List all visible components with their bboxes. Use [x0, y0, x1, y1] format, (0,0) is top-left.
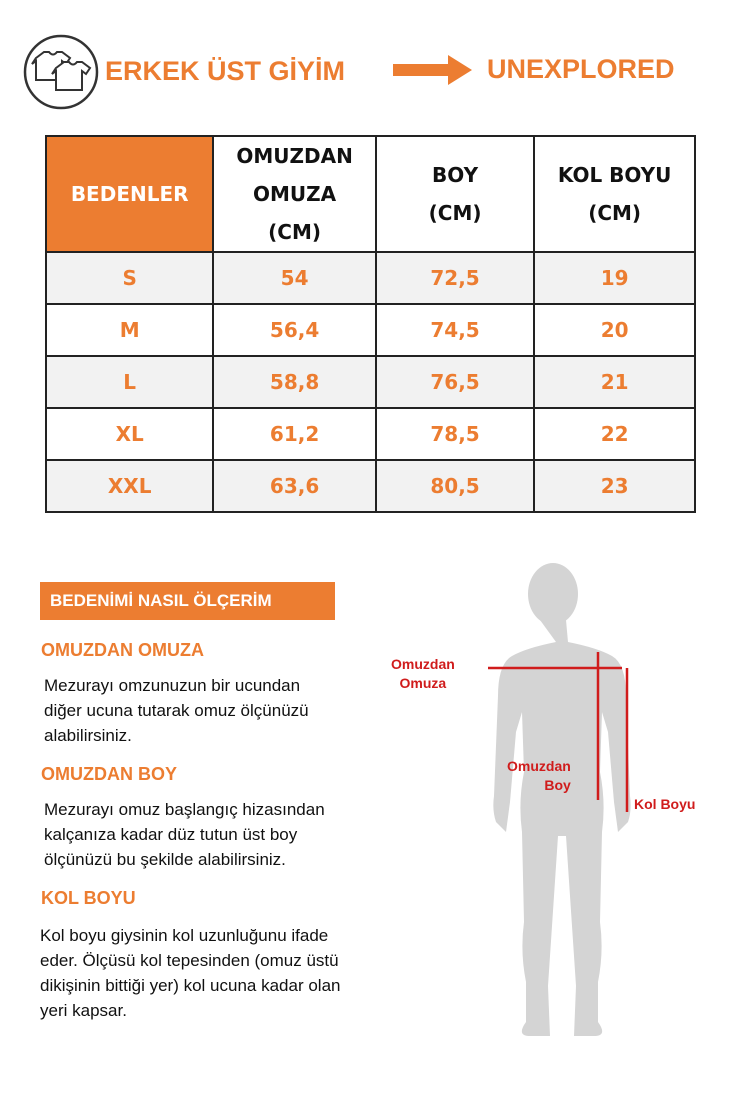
section-text: Mezurayı omzunuzun bir ucundan diğer ucu… — [44, 676, 309, 745]
cell: 21 — [533, 355, 696, 409]
header-cell: BEDENLER — [44, 135, 215, 253]
figure-label: Omuzdan Boy — [507, 758, 571, 793]
size-row: XXL 63,6 80,5 23 — [44, 459, 696, 513]
title: ERKEK ÜST GİYİM — [105, 56, 346, 86]
cell: 23 — [533, 459, 696, 513]
cell: 80,5 — [374, 459, 536, 513]
tshirt-icon — [23, 34, 99, 110]
cell: 61,2 — [212, 407, 377, 461]
header-cell: KOL BOYU (CM) — [533, 135, 696, 253]
cell: 76,5 — [374, 355, 536, 409]
shirt-icon — [51, 61, 92, 91]
cell: XXL — [44, 459, 215, 513]
size-table: BEDENLER OMUZDAN OMUZA (CM) BOY (CM) KOL BO… — [44, 135, 696, 513]
size-row: L 58,8 76,5 21 — [44, 355, 696, 409]
header-cell: OMUZDAN OMUZA (CM) — [212, 135, 377, 253]
section-heading: OMUZDAN BOY — [41, 764, 177, 784]
size-row: XL 61,2 78,5 22 — [44, 407, 696, 461]
guide-title: BEDENİMİ NASIL ÖLÇERİM — [40, 582, 335, 620]
body-silhouette — [493, 563, 631, 1036]
section-text: Kol boyu giysinin kol uzunluğunu ifade e… — [40, 926, 341, 1020]
header-cell: BOY (CM) — [374, 135, 536, 253]
cell: L — [44, 355, 215, 409]
brand: UNEXPLORED — [487, 54, 675, 84]
cell: 56,4 — [212, 303, 377, 357]
section-heading: OMUZDAN OMUZA — [41, 640, 204, 660]
cell: 74,5 — [374, 303, 536, 357]
cell: 58,8 — [212, 355, 377, 409]
cell: 22 — [533, 407, 696, 461]
arrow — [393, 55, 472, 85]
cell: 78,5 — [374, 407, 536, 461]
header-row: BEDENLER OMUZDAN OMUZA (CM) BOY (CM) KOL BO… — [44, 135, 696, 253]
figure-label: Omuzdan Omuza — [391, 656, 455, 691]
size-row: M 56,4 74,5 20 — [44, 303, 696, 357]
cell: S — [44, 251, 215, 305]
cell: 19 — [533, 251, 696, 305]
cell: 63,6 — [212, 459, 377, 513]
section-heading: KOL BOYU — [41, 888, 136, 908]
cell: 20 — [533, 303, 696, 357]
cell: 54 — [212, 251, 377, 305]
size-row: S 54 72,5 19 — [44, 251, 696, 305]
cell: 72,5 — [374, 251, 536, 305]
cell: M — [44, 303, 215, 357]
cell: XL — [44, 407, 215, 461]
figure-label: Kol Boyu — [634, 796, 696, 812]
section-text: Mezurayı omuz başlangıç hizasından kalça… — [44, 800, 325, 869]
